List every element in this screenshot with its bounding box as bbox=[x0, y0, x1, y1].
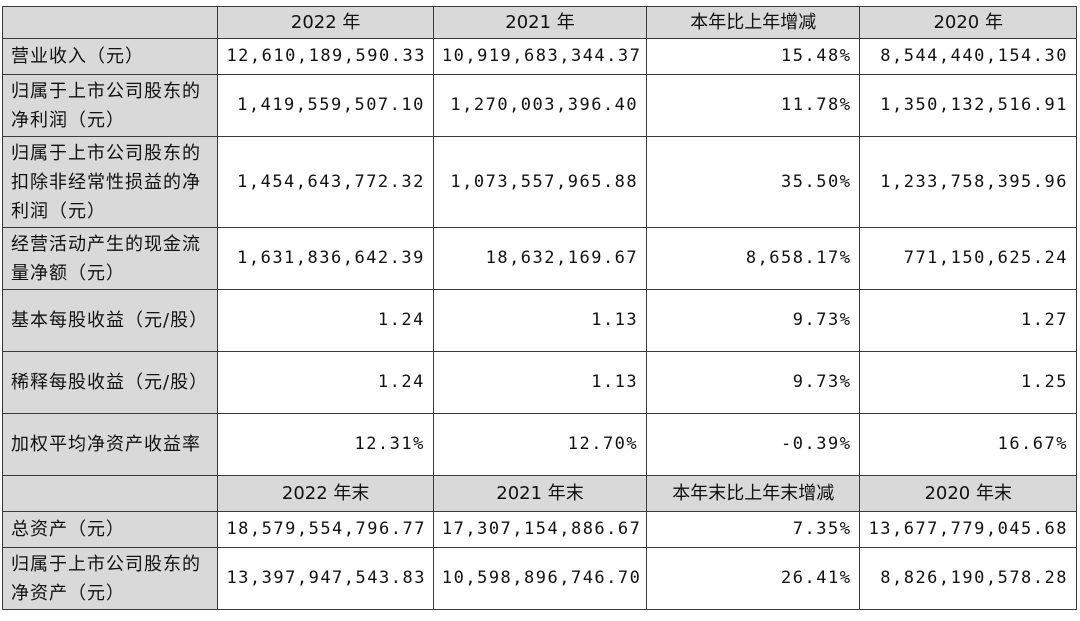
cell-value: 1.27 bbox=[859, 289, 1077, 352]
cell-value: 1.25 bbox=[859, 351, 1077, 414]
cell-value: 1.24 bbox=[217, 289, 434, 352]
header-cell-change-end: 本年末比上年末增减 bbox=[646, 475, 861, 512]
cell-value: 1,233,758,395.96 bbox=[859, 136, 1077, 228]
row-label: 归属于上市公司股东的净利润（元） bbox=[1, 74, 219, 137]
header-cell-2020-end: 2020 年末 bbox=[859, 475, 1077, 512]
header-cell-2022-end: 2022 年末 bbox=[217, 475, 434, 512]
row-label: 营业收入（元） bbox=[1, 38, 219, 75]
cell-value: 18,632,169.67 bbox=[432, 227, 648, 290]
table-header-row: 2022 年 2021 年 本年比上年增减 2020 年 bbox=[1, 6, 1077, 39]
cell-value: 1.13 bbox=[432, 351, 648, 414]
table-row: 总资产（元） 18,579,554,796.77 17,307,154,886.… bbox=[1, 511, 1077, 548]
cell-value: 11.78% bbox=[646, 74, 861, 137]
cell-value: 7.35% bbox=[646, 511, 861, 548]
cell-value: 12,610,189,590.33 bbox=[217, 38, 434, 75]
cell-value: 15.48% bbox=[646, 38, 861, 75]
cell-value: 13,397,947,543.83 bbox=[217, 547, 434, 610]
row-label: 加权平均净资产收益率 bbox=[1, 413, 219, 476]
cell-value: 8,544,440,154.30 bbox=[859, 38, 1077, 75]
cell-value: 1,454,643,772.32 bbox=[217, 136, 434, 228]
table-row: 归属于上市公司股东的扣除非经常性损益的净利润（元） 1,454,643,772.… bbox=[1, 136, 1077, 228]
table-row: 基本每股收益（元/股） 1.24 1.13 9.73% 1.27 bbox=[1, 289, 1077, 352]
header-cell-2021: 2021 年 bbox=[432, 6, 648, 39]
row-label: 经营活动产生的现金流量净额（元） bbox=[1, 227, 219, 290]
cell-value: 10,598,896,746.70 bbox=[432, 547, 648, 610]
row-label: 总资产（元） bbox=[1, 511, 219, 548]
cell-value: 1,073,557,965.88 bbox=[432, 136, 648, 228]
row-label: 基本每股收益（元/股） bbox=[1, 289, 219, 352]
cell-value: 8,658.17% bbox=[646, 227, 861, 290]
header-cell-2020: 2020 年 bbox=[859, 6, 1077, 39]
cell-value: 1,270,003,396.40 bbox=[432, 74, 648, 137]
cell-value: 1,350,132,516.91 bbox=[859, 74, 1077, 137]
header-cell-2021-end: 2021 年末 bbox=[432, 475, 648, 512]
cell-value: 18,579,554,796.77 bbox=[217, 511, 434, 548]
cell-value: 13,677,779,045.68 bbox=[859, 511, 1077, 548]
cell-value: 35.50% bbox=[646, 136, 861, 228]
table-subheader-row: 2022 年末 2021 年末 本年末比上年末增减 2020 年末 bbox=[1, 475, 1077, 512]
cell-value: 12.31% bbox=[217, 413, 434, 476]
cell-value: 12.70% bbox=[432, 413, 648, 476]
row-label: 归属于上市公司股东的净资产（元） bbox=[1, 547, 219, 610]
cell-value: 9.73% bbox=[646, 289, 861, 352]
financial-summary-table: 2022 年 2021 年 本年比上年增减 2020 年 营业收入（元） 12,… bbox=[1, 6, 1077, 610]
cell-value: 1.13 bbox=[432, 289, 648, 352]
header-cell-blank bbox=[1, 475, 219, 512]
cell-value: -0.39% bbox=[646, 413, 861, 476]
cell-value: 10,919,683,344.37 bbox=[432, 38, 648, 75]
table-row: 加权平均净资产收益率 12.31% 12.70% -0.39% 16.67% bbox=[1, 413, 1077, 476]
cell-value: 17,307,154,886.67 bbox=[432, 511, 648, 548]
table-row: 稀释每股收益（元/股） 1.24 1.13 9.73% 1.25 bbox=[1, 351, 1077, 414]
cell-value: 1.24 bbox=[217, 351, 434, 414]
table-row: 营业收入（元） 12,610,189,590.33 10,919,683,344… bbox=[1, 38, 1077, 75]
table-row: 归属于上市公司股东的净利润（元） 1,419,559,507.10 1,270,… bbox=[1, 74, 1077, 137]
cell-value: 1,419,559,507.10 bbox=[217, 74, 434, 137]
header-cell-change: 本年比上年增减 bbox=[646, 6, 861, 39]
header-cell-blank bbox=[1, 6, 219, 39]
header-cell-2022: 2022 年 bbox=[217, 6, 434, 39]
cell-value: 1,631,836,642.39 bbox=[217, 227, 434, 290]
row-label: 归属于上市公司股东的扣除非经常性损益的净利润（元） bbox=[1, 136, 219, 228]
table-row: 经营活动产生的现金流量净额（元） 1,631,836,642.39 18,632… bbox=[1, 227, 1077, 290]
row-label: 稀释每股收益（元/股） bbox=[1, 351, 219, 414]
cell-value: 771,150,625.24 bbox=[859, 227, 1077, 290]
cell-value: 16.67% bbox=[859, 413, 1077, 476]
table-row: 归属于上市公司股东的净资产（元） 13,397,947,543.83 10,59… bbox=[1, 547, 1077, 610]
cell-value: 8,826,190,578.28 bbox=[859, 547, 1077, 610]
cell-value: 9.73% bbox=[646, 351, 861, 414]
cell-value: 26.41% bbox=[646, 547, 861, 610]
